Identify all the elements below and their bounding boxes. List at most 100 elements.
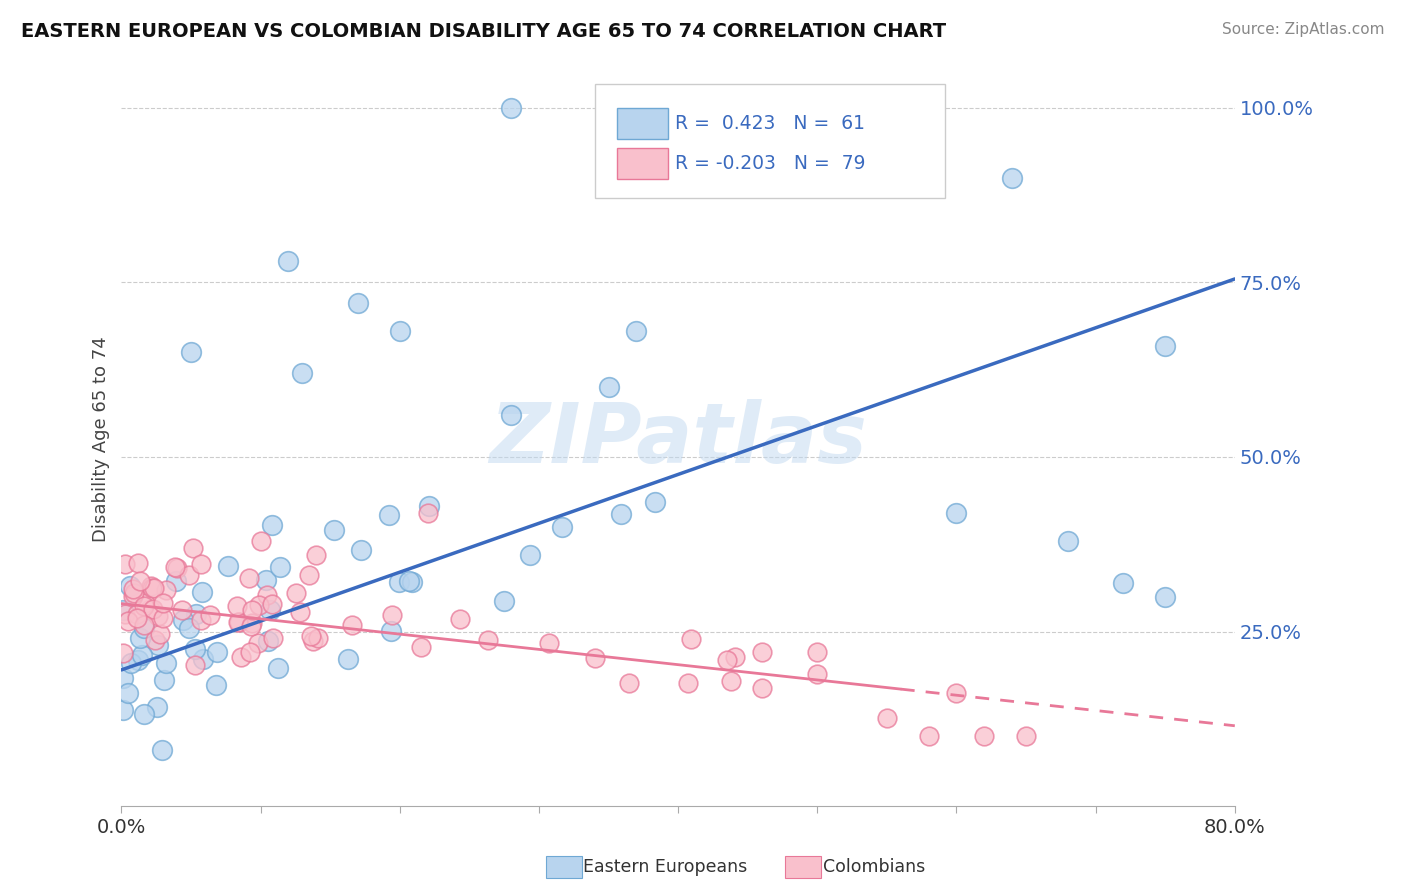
Point [388, 324, 411, 338]
Point [229, 649, 252, 664]
Point [380, 624, 402, 639]
Point [347, 296, 370, 310]
Point [125, 607, 148, 621]
Point [138, 602, 160, 616]
Point [132, 617, 155, 632]
Point [598, 380, 620, 394]
Point [177, 567, 200, 582]
Point [1015, 729, 1038, 743]
Text: Colombians: Colombians [823, 858, 925, 876]
Point [177, 621, 200, 635]
Point [134, 599, 156, 614]
Point [449, 612, 471, 626]
Point [217, 559, 239, 574]
Point [269, 559, 291, 574]
Point [350, 542, 373, 557]
Point [198, 607, 221, 622]
FancyBboxPatch shape [617, 108, 668, 139]
Point [204, 678, 226, 692]
Point [945, 686, 967, 700]
Point [117, 614, 139, 628]
Point [297, 568, 319, 582]
Point [305, 548, 328, 562]
Point [256, 633, 278, 648]
Point [240, 619, 263, 633]
Point [129, 632, 152, 646]
Point [262, 598, 284, 612]
Point [152, 610, 174, 624]
Point [155, 656, 177, 670]
Point [225, 599, 247, 613]
Point [720, 674, 742, 689]
Point [238, 571, 260, 585]
Point [131, 648, 153, 662]
Point [723, 650, 745, 665]
Point [551, 520, 574, 534]
Point [148, 639, 170, 653]
Point [114, 607, 136, 622]
Point [127, 611, 149, 625]
Point [181, 541, 204, 556]
Point [146, 699, 169, 714]
Point [117, 686, 139, 700]
Point [111, 703, 134, 717]
Point [149, 626, 172, 640]
Point [337, 652, 360, 666]
Point [226, 615, 249, 629]
Point [342, 617, 364, 632]
Point [165, 574, 187, 588]
Point [111, 671, 134, 685]
Point [260, 518, 283, 533]
Point [501, 408, 523, 422]
Point [277, 254, 299, 268]
Point [180, 345, 202, 359]
Point [122, 586, 145, 600]
Point [143, 582, 166, 596]
Point [323, 523, 346, 537]
Text: EASTERN EUROPEAN VS COLOMBIAN DISABILITY AGE 65 TO 74 CORRELATION CHART: EASTERN EUROPEAN VS COLOMBIAN DISABILITY… [21, 22, 946, 41]
Text: Eastern Europeans: Eastern Europeans [583, 858, 748, 876]
Point [254, 573, 277, 587]
Point [494, 593, 516, 607]
Point [111, 647, 134, 661]
Point [127, 653, 149, 667]
Point [132, 621, 155, 635]
Point [142, 602, 165, 616]
Point [118, 579, 141, 593]
Point [228, 615, 250, 630]
FancyBboxPatch shape [595, 84, 945, 198]
Point [676, 676, 699, 690]
Point [134, 707, 156, 722]
Point [256, 588, 278, 602]
Point [184, 657, 207, 672]
Point [644, 494, 666, 508]
Point [411, 640, 433, 654]
Text: R = -0.203   N =  79: R = -0.203 N = 79 [675, 153, 865, 173]
Point [416, 506, 439, 520]
Point [917, 729, 939, 743]
Point [121, 582, 143, 597]
Point [205, 645, 228, 659]
Point [165, 559, 187, 574]
Point [751, 681, 773, 696]
Point [111, 603, 134, 617]
Point [240, 602, 263, 616]
Point [716, 653, 738, 667]
Point [398, 574, 420, 589]
Point [1154, 590, 1177, 604]
Point [191, 651, 214, 665]
Y-axis label: Disability Age 65 to 74: Disability Age 65 to 74 [93, 336, 110, 542]
Point [166, 561, 188, 575]
Point [501, 101, 523, 115]
Point [291, 366, 314, 380]
Point [246, 635, 269, 649]
Point [139, 579, 162, 593]
Point [806, 667, 828, 681]
Point [141, 581, 163, 595]
Point [1154, 339, 1177, 353]
Point [583, 650, 606, 665]
Point [249, 533, 271, 548]
Point [388, 575, 411, 590]
Point [152, 743, 174, 757]
Point [155, 583, 177, 598]
